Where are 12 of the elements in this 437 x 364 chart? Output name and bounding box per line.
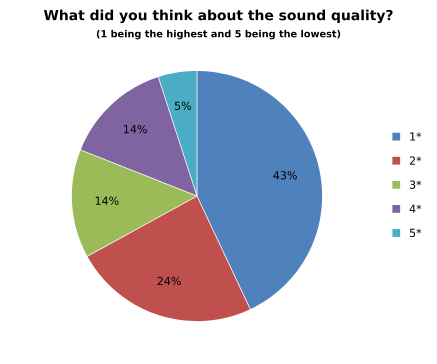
chart-title: What did you think about the sound quality? [44,10,393,24]
legend-label: 1* [410,132,422,141]
data-label: 14% [96,196,119,205]
legend-label: 5* [410,228,422,238]
data-label: 24% [158,276,181,286]
legend-label: 4* [410,204,422,213]
data-label: 43% [273,171,297,180]
data-label: 14% [124,124,147,134]
legend-label: 3* [410,180,422,189]
data-label: 5% [174,102,192,110]
legend-label: 2* [410,156,422,165]
chart-subtitle: (1 being the highest and 5 being the lowest) [96,30,340,40]
